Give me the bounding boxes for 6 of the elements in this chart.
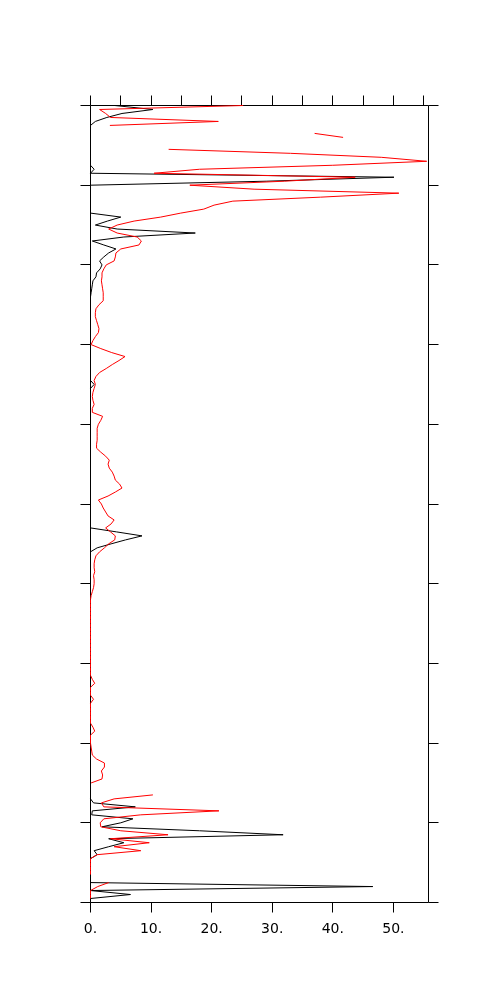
- x-tick-label: 10.: [139, 919, 163, 936]
- x-tick-label: 40.: [321, 919, 344, 936]
- x-tick-label: 30.: [261, 919, 284, 936]
- x-tick-label: 50.: [382, 919, 405, 936]
- x-tick-label: 20.: [200, 919, 223, 936]
- x-tick-label: 0.: [83, 919, 98, 936]
